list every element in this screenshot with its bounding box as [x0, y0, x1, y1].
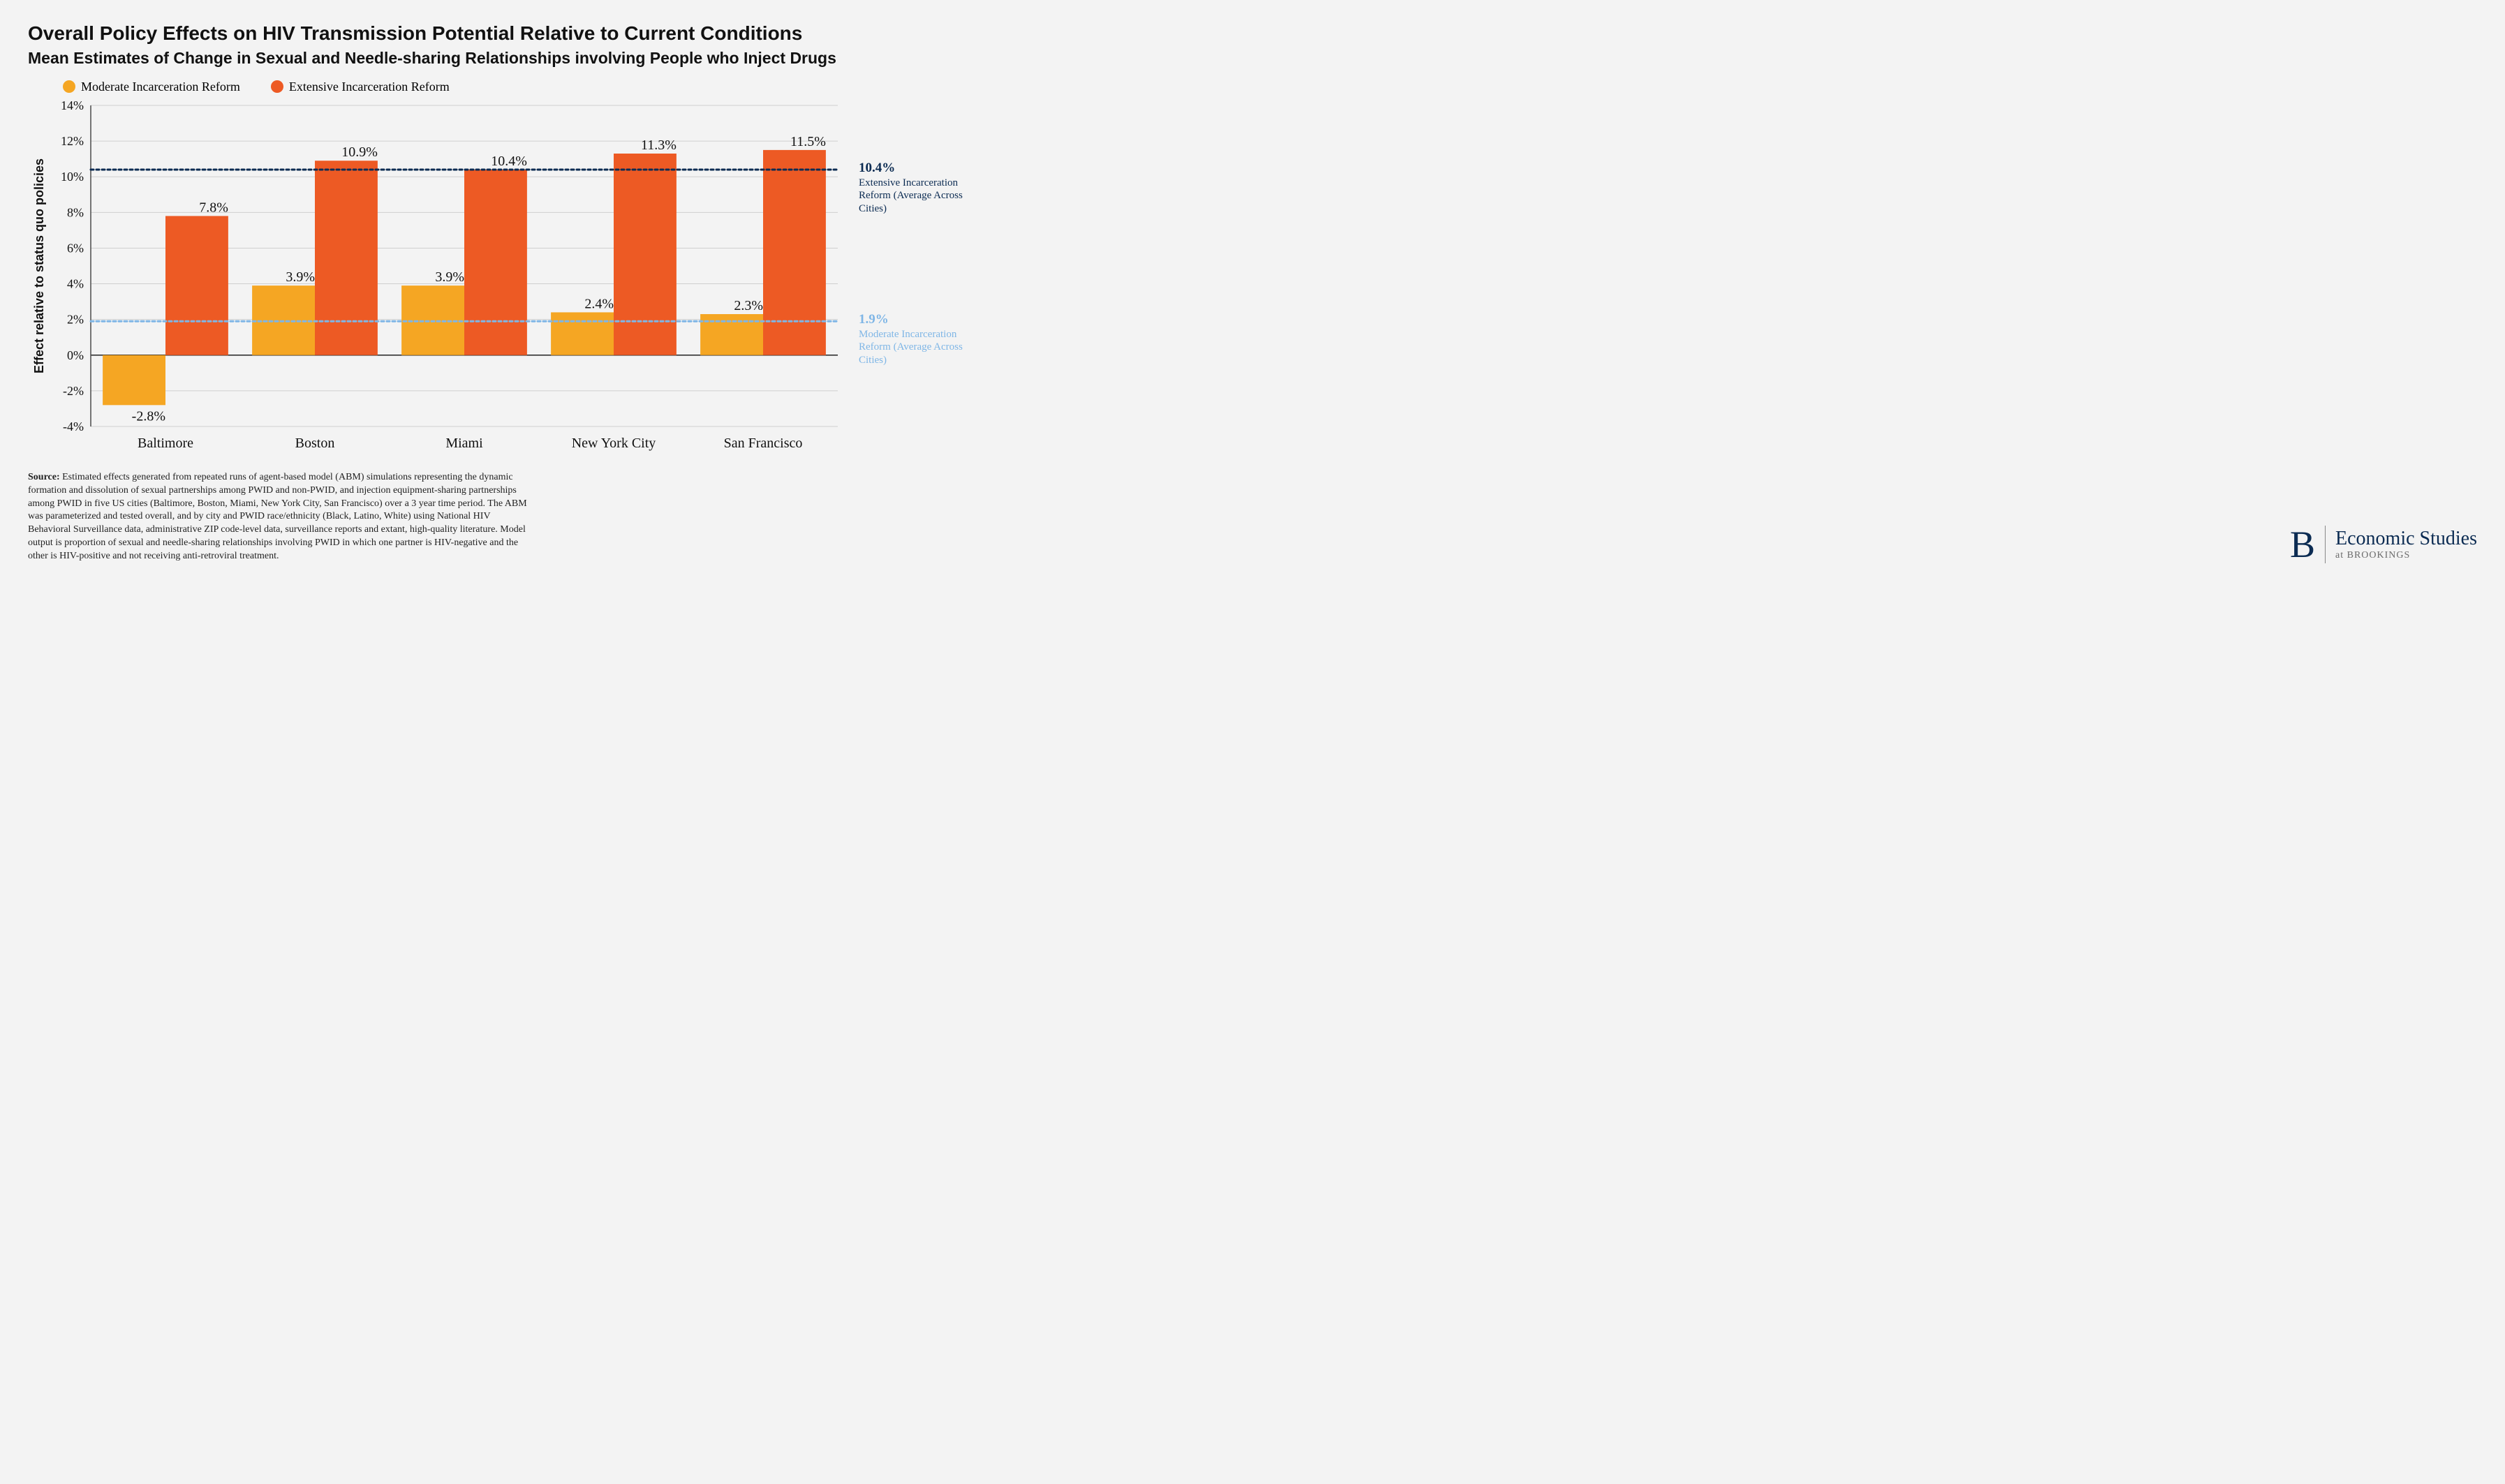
legend-item-extensive: Extensive Incarceration Reform — [271, 80, 450, 94]
svg-text:2%: 2% — [67, 312, 84, 326]
legend-label-extensive: Extensive Incarceration Reform — [289, 80, 450, 94]
svg-text:3.9%: 3.9% — [435, 269, 464, 285]
reference-annot-extensive: 10.4% Extensive Incarceration Reform (Av… — [859, 160, 977, 216]
svg-text:San Francisco: San Francisco — [724, 436, 803, 451]
svg-text:2.4%: 2.4% — [584, 296, 614, 311]
svg-text:10.4%: 10.4% — [491, 154, 527, 169]
svg-text:New York City: New York City — [572, 436, 656, 451]
bar-chart: -4% -2% 0% 2% 4% 6% 8% 10% 12% 14% Effect relative… — [28, 98, 852, 461]
legend-swatch-extensive — [271, 80, 283, 93]
svg-text:4%: 4% — [67, 276, 84, 290]
chart-subtitle: Mean Estimates of Change in Sexual and N… — [28, 48, 2477, 68]
svg-text:Baltimore: Baltimore — [138, 436, 193, 451]
svg-text:3.9%: 3.9% — [286, 269, 315, 285]
svg-text:7.8%: 7.8% — [199, 200, 228, 215]
legend: Moderate Incarceration Reform Extensive … — [63, 80, 2477, 94]
svg-text:-2.8%: -2.8% — [132, 408, 165, 424]
reference-annotations: 10.4% Extensive Incarceration Reform (Av… — [852, 98, 859, 461]
svg-text:2.3%: 2.3% — [734, 298, 763, 313]
chart-title: Overall Policy Effects on HIV Transmissi… — [28, 21, 2477, 45]
brookings-logo: B Economic Studies at BROOKINGS — [2290, 526, 2477, 563]
reference-annot-moderate-value: 1.9% — [859, 311, 977, 328]
reference-annot-extensive-value: 10.4% — [859, 160, 977, 177]
brookings-logo-line2: at BROOKINGS — [2335, 550, 2477, 561]
svg-text:6%: 6% — [67, 241, 84, 255]
reference-annot-extensive-text: Extensive Incarceration Reform (Average … — [859, 177, 977, 216]
source-note: Source: Estimated effects generated from… — [28, 471, 531, 563]
reference-annot-moderate: 1.9% Moderate Incarceration Reform (Aver… — [859, 311, 977, 367]
svg-text:-2%: -2% — [63, 384, 84, 398]
reference-annot-moderate-text: Moderate Incarceration Reform (Average A… — [859, 328, 977, 367]
svg-text:11.5%: 11.5% — [790, 134, 826, 149]
svg-text:12%: 12% — [61, 134, 84, 148]
source-text: Estimated effects generated from repeate… — [28, 472, 527, 561]
brookings-logo-glyph: B — [2290, 526, 2326, 563]
svg-text:14%: 14% — [61, 98, 84, 112]
legend-label-moderate: Moderate Incarceration Reform — [81, 80, 240, 94]
svg-text:11.3%: 11.3% — [641, 138, 677, 153]
svg-text:10.9%: 10.9% — [341, 144, 378, 160]
brookings-logo-line1: Economic Studies — [2335, 528, 2477, 550]
svg-text:Boston: Boston — [295, 436, 335, 451]
source-label: Source: — [28, 472, 60, 482]
legend-item-moderate: Moderate Incarceration Reform — [63, 80, 240, 94]
svg-text:8%: 8% — [67, 205, 84, 219]
svg-text:Miami: Miami — [445, 436, 483, 451]
svg-text:Effect relative to status quo: Effect relative to status quo policies — [32, 158, 46, 373]
svg-text:10%: 10% — [61, 170, 84, 184]
legend-swatch-moderate — [63, 80, 75, 93]
svg-text:-4%: -4% — [63, 420, 84, 433]
svg-text:0%: 0% — [67, 348, 84, 362]
